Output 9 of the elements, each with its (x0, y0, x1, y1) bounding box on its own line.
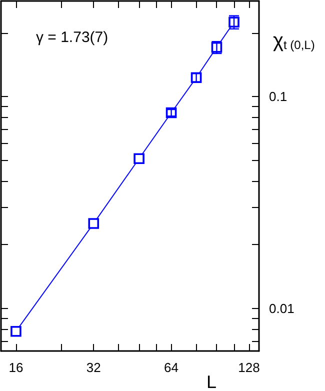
x-axis-title: L (206, 372, 217, 391)
y-tick-label: 0.1 (269, 89, 288, 104)
x-tick-label: 128 (238, 360, 260, 375)
x-tick-label: 32 (86, 360, 101, 375)
x-tick-label: 16 (8, 360, 24, 375)
x-tick-label: 64 (164, 360, 179, 375)
annotation: γ = 1.73(7) (36, 29, 108, 46)
y-tick-label: 0.01 (269, 301, 294, 316)
y-axis-title: χt (0,L) (273, 30, 315, 52)
